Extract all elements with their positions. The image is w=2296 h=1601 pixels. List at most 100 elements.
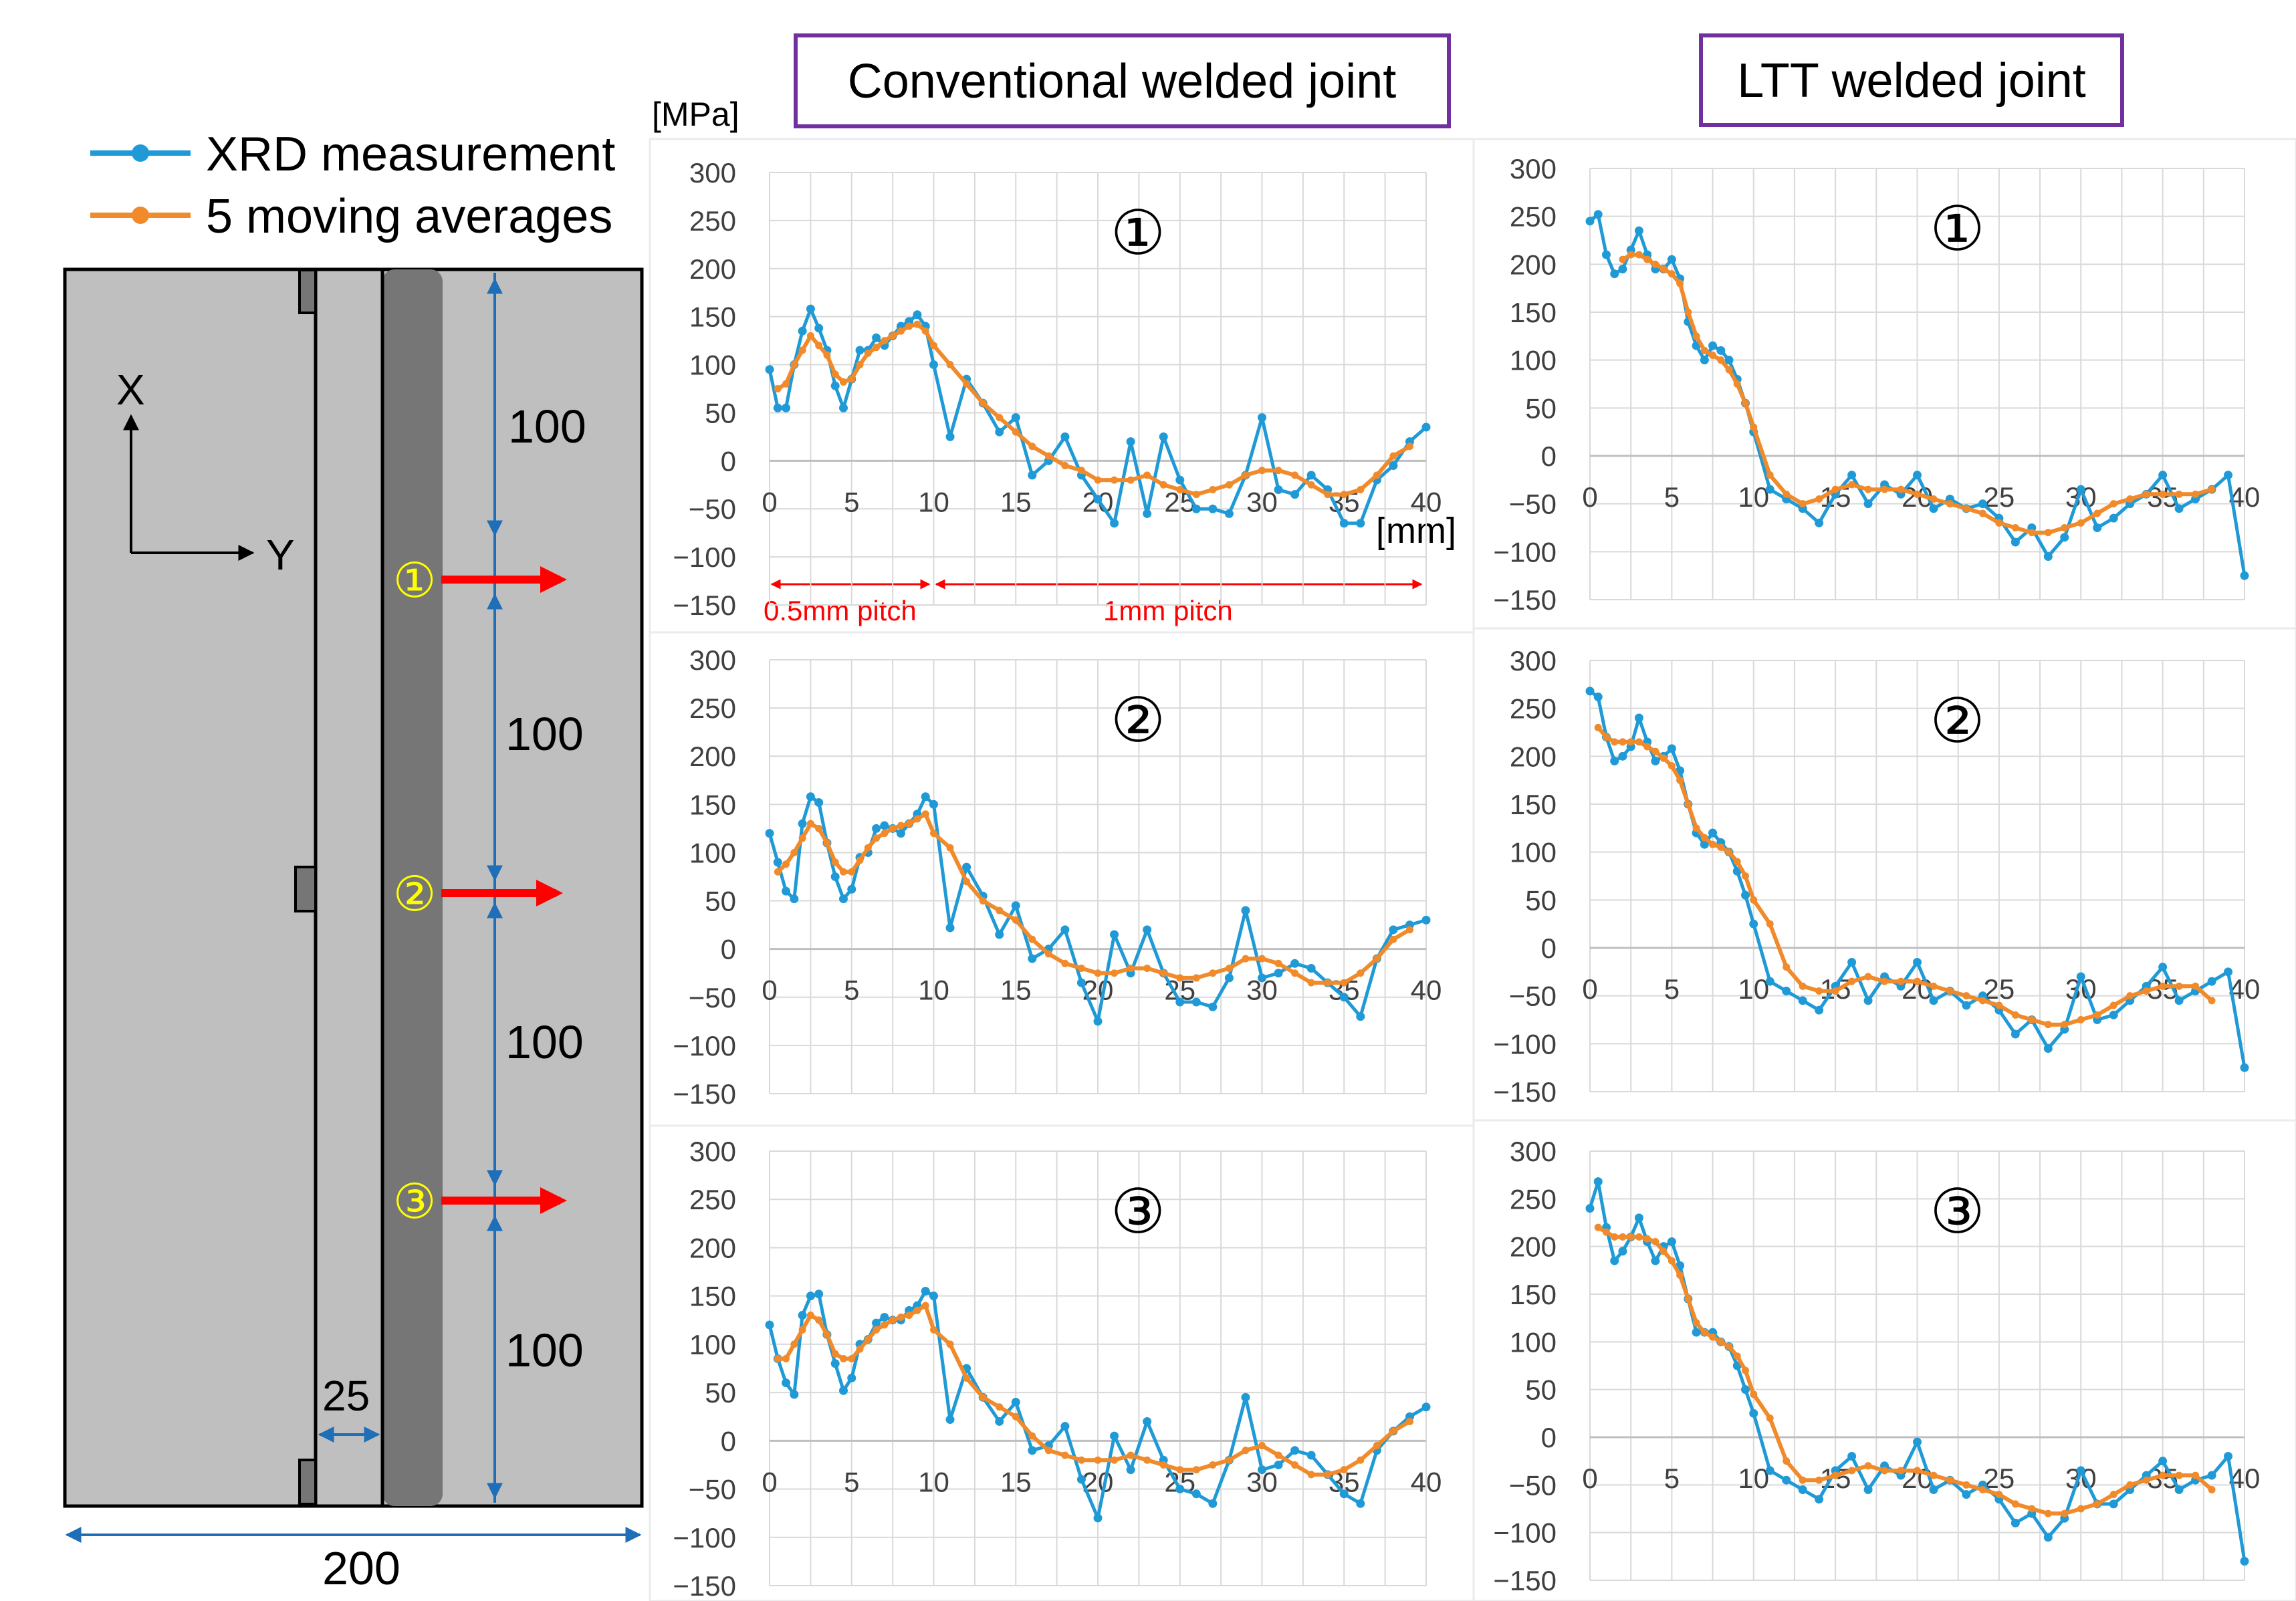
- data-point-avg: [2126, 495, 2134, 503]
- data-point-xrd: [2240, 1063, 2249, 1072]
- data-point-avg: [881, 337, 889, 345]
- data-point-xrd: [1093, 495, 1103, 504]
- chart-title: ①: [1930, 195, 1984, 263]
- data-point-xrd: [2011, 537, 2020, 547]
- data-point-xrd: [2174, 1485, 2184, 1494]
- data-point-avg: [979, 399, 987, 407]
- data-point-xrd: [945, 432, 955, 441]
- data-point-avg: [1324, 491, 1332, 499]
- data-point-avg: [1192, 974, 1200, 982]
- data-point-avg: [1307, 1471, 1315, 1479]
- gap-label: 25: [322, 1372, 370, 1420]
- data-point-avg: [1643, 1235, 1651, 1243]
- data-point-avg: [1061, 1451, 1069, 1459]
- y-tick-label: 250: [689, 205, 736, 237]
- y-tick-label: 150: [1510, 1279, 1557, 1310]
- y-unit-label: [MPa]: [652, 96, 739, 133]
- y-tick-label: 250: [1510, 1183, 1557, 1215]
- x-unit-label: [mm]: [1376, 511, 1456, 551]
- data-point-xrd: [1076, 1475, 1086, 1484]
- data-point-xrd: [1306, 471, 1316, 480]
- legend-item-xrd: XRD measurement: [90, 128, 615, 181]
- data-point-xrd: [1798, 996, 1807, 1005]
- chart-frame: [649, 1124, 1475, 1601]
- data-point-avg: [806, 1312, 814, 1320]
- data-point-xrd: [2158, 1457, 2168, 1466]
- y-tick-label: 0: [1541, 441, 1557, 472]
- data-point-xrd: [1356, 1012, 1365, 1021]
- data-point-avg: [1209, 969, 1217, 977]
- data-point-avg: [1619, 1233, 1627, 1241]
- specimen-diagram: X Y 100 100 100 100 25 200 ① ②: [63, 267, 644, 1594]
- data-point-xrd: [782, 403, 791, 412]
- data-point-xrd: [921, 792, 930, 802]
- x-tick-label: 0: [1582, 481, 1597, 513]
- measurement-point-1: ①: [393, 554, 567, 608]
- data-point-avg: [815, 1316, 823, 1324]
- data-point-avg: [1044, 452, 1052, 460]
- y-tick-label: 0: [721, 445, 736, 477]
- series-line-avg: [1597, 1225, 2214, 1516]
- y-tick-label: 50: [1525, 884, 1557, 916]
- y-tick-label: 0: [1541, 1422, 1557, 1453]
- data-point-avg: [930, 342, 937, 350]
- data-point-xrd: [1274, 1460, 1283, 1469]
- data-point-avg: [1258, 467, 1266, 475]
- data-point-avg: [873, 344, 881, 352]
- data-point-avg: [864, 349, 872, 357]
- y-tick-label: 50: [705, 397, 736, 428]
- data-point-avg: [1209, 1461, 1217, 1469]
- y-tick-label: 300: [1510, 1136, 1557, 1167]
- data-point-xrd: [1258, 413, 1266, 422]
- data-point-avg: [2142, 987, 2150, 995]
- measure-arrowhead-2: [536, 880, 563, 906]
- series-line-avg: [776, 322, 1411, 497]
- data-point-avg: [1978, 509, 1986, 517]
- data-point-avg: [1643, 743, 1651, 751]
- y-tick-label: −100: [1493, 1028, 1557, 1060]
- data-point-xrd: [830, 381, 840, 390]
- data-point-xrd: [1708, 341, 1718, 350]
- data-point-avg: [1700, 346, 1708, 354]
- data-point-xrd: [830, 872, 840, 881]
- data-point-avg: [2126, 992, 2134, 1000]
- y-tick-label: 150: [689, 1281, 736, 1312]
- y-axis-label: Y: [266, 531, 295, 579]
- data-point-xrd: [1601, 250, 1611, 259]
- data-point-avg: [1357, 969, 1365, 977]
- x-tick-label: 0: [1582, 1463, 1597, 1494]
- data-point-avg: [2208, 485, 2216, 493]
- data-point-avg: [2175, 982, 2183, 990]
- data-point-xrd: [913, 310, 922, 320]
- data-point-avg: [1700, 1328, 1708, 1336]
- data-point-avg: [1733, 858, 1741, 866]
- data-point-xrd: [1421, 1402, 1431, 1412]
- data-point-avg: [1389, 1427, 1397, 1435]
- data-point-avg: [806, 820, 814, 828]
- data-point-avg: [2126, 1481, 2134, 1489]
- data-point-avg: [1668, 762, 1676, 770]
- data-point-xrd: [1143, 509, 1152, 518]
- data-point-avg: [1012, 916, 1020, 924]
- data-point-xrd: [2240, 1556, 2249, 1566]
- data-point-xrd: [872, 1318, 881, 1328]
- data-point-xrd: [1765, 977, 1774, 986]
- data-point-xrd: [1962, 1001, 1971, 1010]
- y-tick-label: 200: [1510, 249, 1557, 280]
- data-point-avg: [1864, 973, 1872, 981]
- y-tick-label: 200: [689, 741, 736, 772]
- data-point-avg: [806, 332, 814, 340]
- data-point-xrd: [790, 894, 799, 904]
- data-point-avg: [1357, 1456, 1365, 1464]
- data-point-avg: [1611, 738, 1619, 746]
- data-point-avg: [1176, 485, 1184, 493]
- data-point-avg: [2109, 500, 2117, 508]
- data-point-xrd: [798, 1311, 807, 1320]
- data-point-xrd: [2043, 552, 2053, 561]
- data-point-avg: [1077, 1456, 1085, 1464]
- data-point-xrd: [1175, 997, 1185, 1007]
- data-point-avg: [1242, 955, 1250, 963]
- data-point-xrd: [2076, 972, 2085, 981]
- data-point-xrd: [2207, 1471, 2216, 1480]
